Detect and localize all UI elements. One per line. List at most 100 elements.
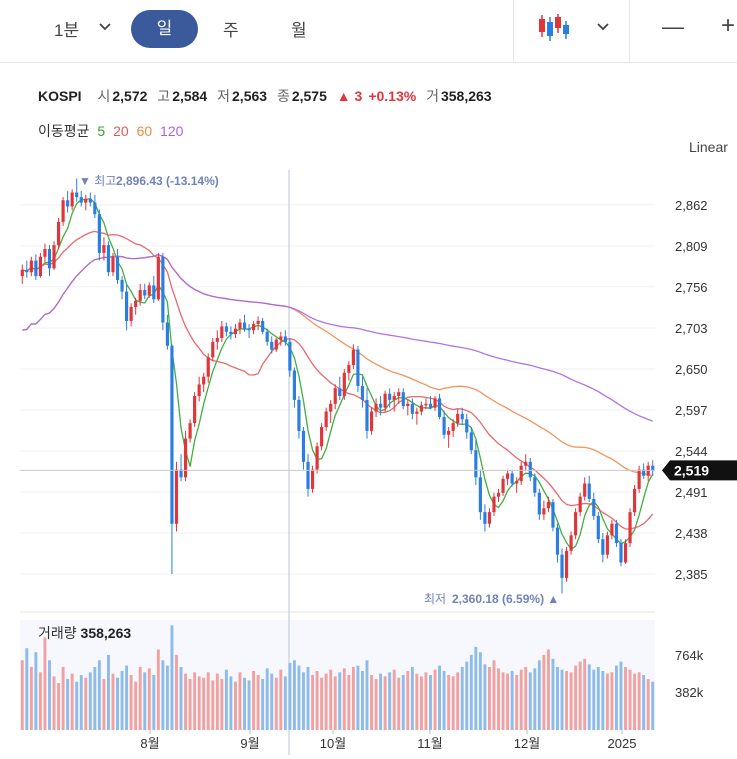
- candle-body: [487, 512, 492, 524]
- y-tick-label: 2,597: [675, 403, 708, 418]
- volume-bar: [143, 672, 147, 730]
- volume-bar: [224, 669, 228, 730]
- volume-bar: [66, 679, 70, 730]
- volume-tick-label: 382k: [675, 685, 704, 700]
- candle-body: [156, 256, 160, 300]
- candle-body: [274, 339, 278, 350]
- candle-body: [134, 300, 138, 308]
- x-tick-label: 12월: [514, 736, 540, 751]
- volume-bar: [565, 670, 569, 730]
- candle-body: [496, 492, 501, 497]
- volume-bar: [619, 661, 623, 730]
- volume-bar: [578, 661, 582, 730]
- candle-body: [183, 438, 188, 478]
- volume-bar: [483, 664, 487, 730]
- volume-bar: [175, 654, 178, 730]
- tab-period-day[interactable]: 일: [131, 10, 198, 48]
- candle-body: [501, 478, 505, 493]
- volume-bar: [120, 670, 124, 730]
- candle-body: [138, 290, 142, 301]
- volume-bar: [406, 670, 410, 730]
- volume-bar: [524, 666, 528, 730]
- ma-120: 120: [160, 123, 184, 139]
- candle-body: [374, 403, 378, 412]
- candle-body: [451, 423, 455, 431]
- volume-bar: [152, 675, 156, 730]
- candle-body: [574, 512, 578, 536]
- candle-body: [614, 523, 619, 544]
- volume-bar: [252, 670, 256, 730]
- candle-body: [161, 256, 165, 323]
- y-tick-label: 2,385: [675, 567, 708, 582]
- open-label: 시: [97, 88, 111, 104]
- volume-bar: [43, 637, 47, 730]
- candle-body: [433, 398, 437, 408]
- volume-bar: [583, 658, 587, 730]
- low-label: 저: [217, 88, 231, 104]
- candle-body: [406, 403, 410, 407]
- candle-body: [179, 469, 183, 478]
- volume-bar: [388, 672, 392, 730]
- volume-bar: [392, 669, 396, 730]
- moving-average-legend[interactable]: 이동평균 5 20 60 120: [38, 121, 187, 141]
- volume-bar: [233, 681, 237, 730]
- tab-period-week[interactable]: 주: [223, 21, 239, 40]
- volume-bar: [93, 666, 97, 730]
- volume-tick-label: 764k: [675, 648, 704, 663]
- zoom-out-button[interactable]: —: [662, 14, 684, 39]
- candle-body: [125, 291, 129, 321]
- chart-type-chevron-down-icon[interactable]: [597, 20, 609, 35]
- candle-body: [533, 477, 537, 493]
- candle-body: [506, 473, 510, 479]
- volume-bar: [279, 669, 283, 730]
- scale-toggle[interactable]: Linear: [689, 139, 728, 155]
- candle-body: [492, 496, 496, 513]
- candle-body: [84, 198, 88, 203]
- volume-bar: [342, 668, 346, 730]
- candle-body: [515, 481, 519, 484]
- candle-body: [106, 245, 111, 273]
- price-panel: [20, 155, 655, 610]
- chevron-down-icon[interactable]: [99, 20, 111, 35]
- volume-bar: [238, 672, 242, 730]
- volume-bar: [215, 673, 219, 730]
- volume-bar: [429, 675, 432, 730]
- volume-bar: [156, 649, 160, 730]
- candle-body: [61, 200, 65, 222]
- candle-body: [578, 496, 582, 513]
- volume-bar: [315, 670, 319, 730]
- candle-body: [188, 423, 192, 439]
- candle-body: [301, 430, 306, 462]
- volume-bar: [97, 660, 101, 730]
- candle-body: [379, 403, 383, 408]
- volume-bar: [302, 672, 305, 730]
- candle-body: [66, 200, 70, 207]
- candle-body: [415, 411, 419, 414]
- volume-bar: [633, 673, 637, 730]
- volume-bar: [243, 677, 246, 730]
- volume-bar: [338, 672, 342, 730]
- candle-body: [224, 326, 228, 332]
- interval-select[interactable]: 1분: [54, 21, 80, 40]
- volume-bar: [193, 672, 197, 730]
- zoom-in-button[interactable]: +: [721, 12, 736, 39]
- candle-body: [623, 543, 628, 563]
- volume-bar: [410, 666, 414, 730]
- candle-body: [528, 461, 532, 478]
- volume-bar: [125, 665, 129, 730]
- volume-bar: [34, 652, 38, 730]
- candle-body: [564, 550, 569, 578]
- candle-body: [242, 322, 247, 329]
- max-annotation-label: ▼ 최고: [79, 174, 116, 188]
- tab-period-month[interactable]: 월: [291, 21, 307, 40]
- volume-bar: [574, 665, 578, 730]
- close-value: 2,575: [291, 88, 327, 104]
- candle-body: [25, 269, 29, 273]
- candlestick-icon[interactable]: [538, 13, 570, 48]
- volume-bar: [329, 669, 333, 730]
- volume-bar: [397, 677, 401, 730]
- volume-label: 거: [426, 88, 439, 104]
- volume-bar: [292, 660, 296, 730]
- candle-body: [206, 357, 210, 377]
